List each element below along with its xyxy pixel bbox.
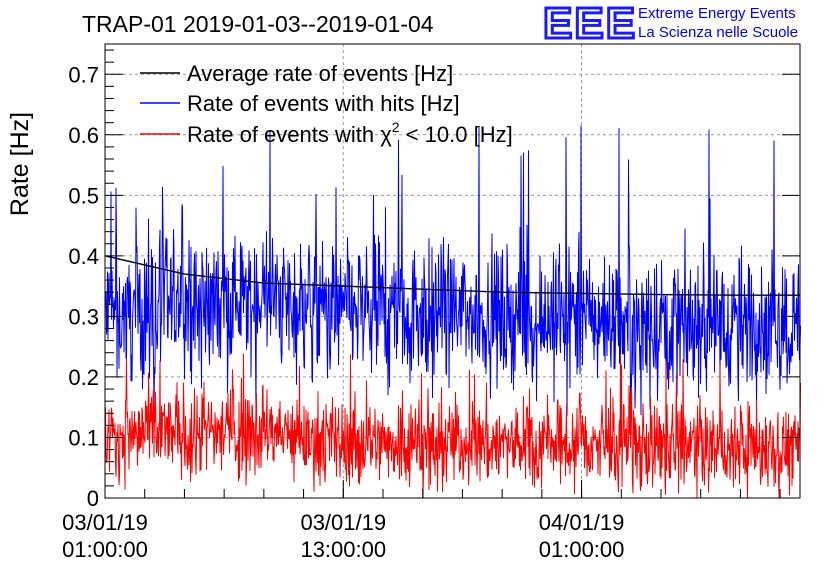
series-layer — [104, 125, 801, 499]
y-tick-label: 0 — [87, 486, 99, 511]
y-tick-label: 0.3 — [68, 304, 99, 329]
y-axis-label: Rate [Hz] — [6, 112, 34, 216]
axes: 00.10.20.30.40.50.60.703/01/1901:00:0003… — [62, 43, 801, 562]
chi2-rate-line — [104, 353, 801, 499]
legend-entry-chi2: Rate of events with χ2 < 10.0 [Hz] — [140, 119, 513, 147]
plot-frame — [104, 43, 801, 499]
x-tick-label: 04/01/19 — [539, 510, 625, 535]
eee-logo: EEE Extreme Energy Events La Scienza nel… — [541, 0, 833, 48]
y-tick-label: 0.2 — [68, 365, 99, 390]
eee-logo-mark: EEE — [541, 0, 638, 48]
logo-line-2: La Scienza nelle Scuole — [638, 24, 799, 41]
legend-entry-average: Average rate of events [Hz] — [140, 61, 453, 86]
x-tick-label: 01:00:00 — [62, 537, 148, 562]
logo-line-1: Extreme Energy Events — [638, 5, 796, 22]
legend-entry-hits: Rate of events with hits [Hz] — [140, 91, 460, 116]
x-tick-label: 01:00:00 — [539, 537, 625, 562]
x-tick-label: 03/01/19 — [300, 510, 386, 535]
legend-label: Rate of events with χ2 < 10.0 [Hz] — [187, 119, 513, 147]
y-tick-label: 0.4 — [68, 244, 99, 269]
y-tick-label: 0.7 — [68, 62, 99, 87]
x-tick-label: 13:00:00 — [300, 537, 386, 562]
x-tick-label: 03/01/19 — [62, 510, 148, 535]
average-rate-line — [104, 255, 800, 296]
hits-rate-line — [104, 125, 801, 417]
legend-label: Average rate of events [Hz] — [187, 61, 453, 86]
chart-title: TRAP-01 2019-01-03--2019-01-04 — [82, 11, 434, 37]
y-tick-label: 0.1 — [68, 425, 99, 450]
y-tick-label: 0.6 — [68, 123, 99, 148]
legend-label: Rate of events with hits [Hz] — [187, 91, 460, 116]
legend: Average rate of events [Hz] Rate of event… — [140, 61, 513, 147]
y-tick-label: 0.5 — [68, 183, 99, 208]
